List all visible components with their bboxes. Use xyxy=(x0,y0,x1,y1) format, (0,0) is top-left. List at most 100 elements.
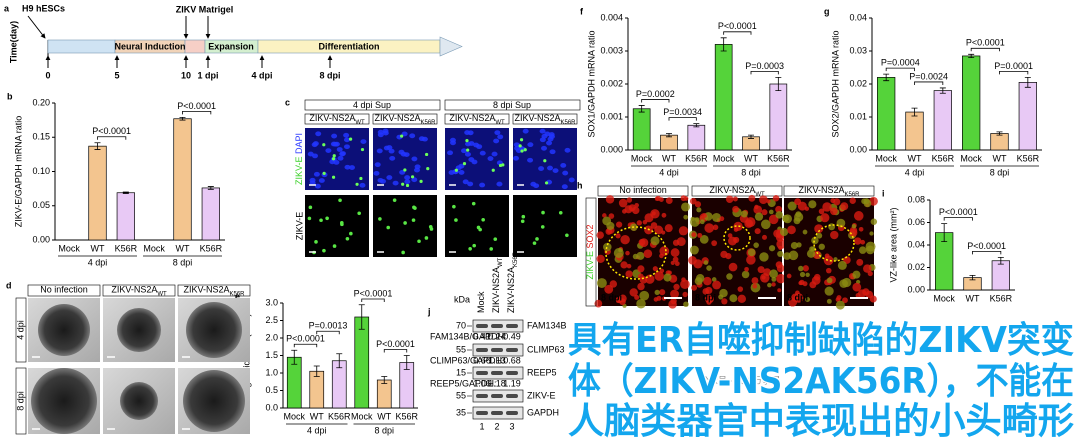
label-main: ZIKV-NS2A xyxy=(709,185,755,195)
nucleus xyxy=(522,128,529,134)
error-bar xyxy=(911,107,918,117)
cell xyxy=(674,261,680,267)
error-bar xyxy=(381,376,388,384)
group-label: 8 dpi xyxy=(173,257,193,267)
signal xyxy=(403,221,407,225)
nucleus xyxy=(414,164,421,170)
cell xyxy=(737,294,747,304)
stage-label: Neural Induction xyxy=(114,41,185,51)
signal xyxy=(331,175,336,179)
error-bar xyxy=(179,116,186,121)
cell xyxy=(683,214,689,220)
nucleus xyxy=(331,133,338,139)
cell xyxy=(670,248,680,257)
nucleus xyxy=(465,141,472,147)
nucleus xyxy=(343,137,350,143)
y-tick-label: 0.06 xyxy=(907,217,925,227)
cell xyxy=(746,255,756,265)
cell xyxy=(703,276,712,286)
panel-letter: f xyxy=(580,6,584,16)
column-label: ZIKV-NS2AK56R xyxy=(514,113,576,125)
cell xyxy=(625,250,630,256)
cell xyxy=(826,277,833,284)
signal xyxy=(540,225,545,229)
group-label: 8 dpi xyxy=(374,425,394,435)
cell xyxy=(663,273,672,282)
label-sub: K56R xyxy=(230,291,246,297)
y-tick-label: 2.0 xyxy=(265,332,278,342)
cell xyxy=(748,194,756,202)
x-tick-label: WT xyxy=(91,243,105,253)
cell xyxy=(706,265,712,271)
cell xyxy=(855,293,861,298)
significance-bracket xyxy=(914,81,944,85)
cell xyxy=(869,231,874,236)
nucleus xyxy=(374,162,381,168)
x-tick-label: WT xyxy=(310,411,324,421)
panel-letter: c xyxy=(285,97,290,107)
significance-bracket xyxy=(999,71,1029,75)
panel-letter: j xyxy=(427,306,431,316)
cell xyxy=(761,209,768,216)
cell xyxy=(689,245,699,255)
cell xyxy=(613,248,624,258)
label-sub: WT xyxy=(355,120,365,126)
x-tick-label: WT xyxy=(176,243,190,253)
stage-label: Differentiation xyxy=(318,41,379,51)
x-tick-label: Mock xyxy=(713,153,735,163)
cell xyxy=(865,290,874,299)
cell xyxy=(697,232,703,238)
cell xyxy=(788,297,798,307)
nucleus xyxy=(336,147,343,152)
x-tick-label: Mock xyxy=(351,411,373,421)
signal xyxy=(392,198,397,202)
y-axis-label: SOX1/GAPDH mRNA ratio xyxy=(586,30,596,137)
x-tick-label: Mock xyxy=(283,411,305,421)
column-box xyxy=(177,284,251,297)
cell xyxy=(849,197,856,204)
nucleus xyxy=(307,151,314,157)
y-tick-label: 0.00 xyxy=(849,144,867,154)
error-bar xyxy=(1024,77,1031,88)
nucleus xyxy=(409,133,416,139)
column-box xyxy=(597,185,689,197)
nucleus xyxy=(462,179,469,185)
nucleus xyxy=(337,155,344,161)
ratio-label: FAM134B/GAPDH: xyxy=(430,331,507,341)
error-bar xyxy=(94,142,101,150)
nucleus xyxy=(403,152,410,158)
cell xyxy=(870,218,878,225)
band xyxy=(491,394,503,398)
signal xyxy=(428,224,433,229)
group-label: 4 dpi xyxy=(88,257,108,267)
tick-label: 5 xyxy=(114,70,119,80)
bar xyxy=(933,90,952,151)
cell xyxy=(682,291,688,298)
p-value: P<0.0001 xyxy=(177,101,216,111)
nucleus xyxy=(359,182,366,188)
stage-label: Expansion xyxy=(208,41,254,51)
y-tick-label: 0.05 xyxy=(32,200,50,210)
cell xyxy=(664,224,673,233)
signal xyxy=(401,250,405,255)
cell xyxy=(626,197,633,203)
cell xyxy=(639,290,650,301)
cell xyxy=(670,289,679,299)
signal xyxy=(357,211,361,216)
nucleus xyxy=(383,145,390,151)
nucleus xyxy=(312,141,319,146)
cell xyxy=(853,211,864,221)
nucleus xyxy=(496,181,503,187)
cell xyxy=(665,197,673,205)
bar xyxy=(116,192,135,241)
signal xyxy=(345,237,350,241)
cell xyxy=(650,236,660,246)
signal xyxy=(521,214,526,219)
significance-bracket xyxy=(668,117,697,121)
p-value: P=0.0034 xyxy=(663,107,702,117)
column-box xyxy=(444,113,510,125)
x-tick-label: WT xyxy=(377,411,391,421)
cell xyxy=(670,297,677,305)
column-box xyxy=(372,113,438,125)
cell xyxy=(629,288,638,297)
